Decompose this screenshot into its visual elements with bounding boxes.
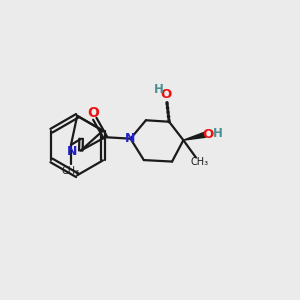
Text: O: O xyxy=(87,106,99,120)
Text: CH₃: CH₃ xyxy=(190,157,208,167)
Text: N: N xyxy=(67,145,77,158)
Text: O: O xyxy=(160,88,172,101)
Text: CH₃: CH₃ xyxy=(62,166,80,176)
Polygon shape xyxy=(183,132,206,140)
Text: H: H xyxy=(154,82,163,95)
Text: H: H xyxy=(213,127,223,140)
Text: O: O xyxy=(203,128,214,141)
Text: N: N xyxy=(125,132,136,145)
